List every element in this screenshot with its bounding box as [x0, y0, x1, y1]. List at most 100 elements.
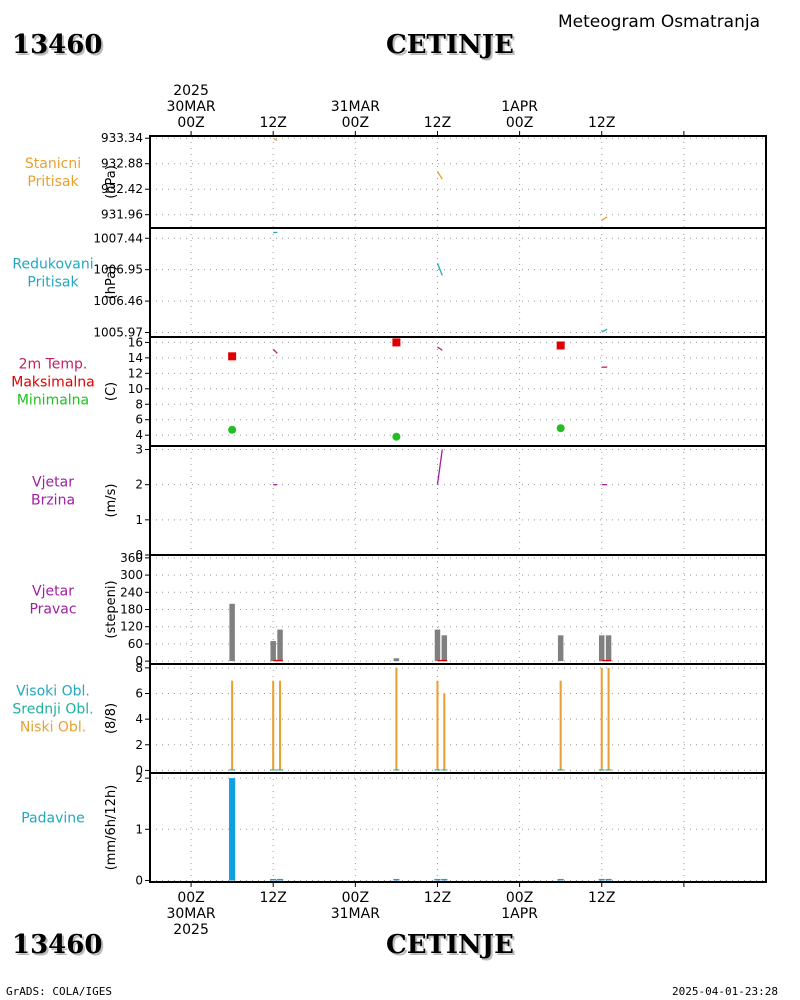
y-tick-label: 8: [135, 661, 143, 675]
panel-label: Pravac: [29, 602, 76, 618]
series-segment: [272, 348, 278, 354]
panel-wind-speed: [145, 445, 767, 556]
series-bar: [605, 878, 612, 881]
y-tick-label: 4: [135, 428, 143, 442]
series-bar: [600, 667, 603, 771]
series-bar: [231, 680, 234, 771]
series-bar: [559, 680, 562, 771]
series-bar: [607, 667, 610, 771]
header-station-name: CETINJE: [386, 30, 514, 60]
x-axis-bottom-label: 00Z: [177, 890, 204, 906]
y-tick-label: 360: [120, 551, 143, 565]
y-tick-label: 10: [128, 382, 143, 396]
series-bar: [393, 769, 400, 771]
series-bar: [270, 769, 277, 771]
series-bar: [272, 680, 275, 771]
series-segment: [601, 216, 608, 221]
series-bar: [598, 769, 605, 771]
y-tick-label: 0: [135, 654, 143, 668]
series-bar: [393, 878, 400, 881]
series-bar: [436, 680, 439, 771]
y-tick-label: 300: [120, 568, 143, 582]
y-tick-label: 1007.44: [93, 231, 143, 245]
y-tick-label: 0: [135, 873, 143, 887]
x-axis-bottom-label: 1APR: [501, 906, 538, 922]
series-bar: [276, 769, 284, 771]
y-tick-label: 180: [120, 603, 143, 617]
series-bar: [276, 878, 284, 881]
x-axis-top-label: 31MAR: [331, 99, 380, 115]
panel-unit-label: (8/8): [104, 703, 119, 734]
series-segment: [436, 449, 443, 485]
panel-frame: [149, 554, 767, 665]
panel-temperature: [145, 336, 767, 447]
y-tick-label: 0: [135, 763, 143, 777]
y-tick-label: 16: [128, 335, 143, 349]
max-temp-marker: [392, 338, 401, 347]
y-tick-label: 6: [135, 686, 143, 700]
panel-label: Redukovani: [12, 257, 93, 273]
series-bar: [441, 878, 448, 881]
series-bar: [434, 769, 441, 771]
panel-unit-label: (C): [104, 382, 119, 401]
series-bar: [279, 680, 282, 771]
y-tick-label: 932.88: [101, 157, 143, 171]
footer-credit: GrADS: COLA/IGES: [6, 985, 112, 998]
panel-frame: [149, 663, 767, 774]
panel-label: Maksimalna: [11, 375, 95, 391]
x-axis-top-label: 00Z: [506, 115, 533, 131]
series-segment: [437, 346, 443, 351]
panel-frame: [149, 336, 767, 447]
panel-label: Padavine: [21, 811, 85, 827]
panel-frame: [149, 772, 767, 883]
panel-unit-label: (hPa): [104, 165, 119, 199]
series-bar: [598, 635, 605, 662]
y-tick-label: 931.96: [101, 208, 143, 222]
x-axis-bottom-label: 30MAR: [166, 906, 215, 922]
panel-label: Visoki Obl.: [16, 684, 90, 700]
y-tick-label: 1: [135, 513, 143, 527]
series-bar: [270, 641, 276, 662]
y-tick-label: 1006.95: [93, 263, 143, 277]
panel-unit-label: (mm/6h/12h): [104, 785, 119, 871]
header-station-id: 13460: [12, 30, 103, 60]
series-bar: [229, 778, 236, 881]
series-segment: [272, 137, 278, 142]
y-tick-label: 2: [135, 478, 143, 492]
panel-label: Stanicni: [25, 156, 81, 172]
panel-reduced-pressure: [145, 227, 767, 338]
y-tick-label: 6: [135, 413, 143, 427]
x-axis-bottom-label: 12Z: [588, 890, 615, 906]
y-tick-label: 0: [135, 548, 143, 562]
series-segment: [436, 263, 443, 276]
panel-frame: [149, 227, 767, 338]
series-bar: [434, 629, 441, 662]
panel-label: 2m Temp.: [19, 357, 88, 373]
panel-frame: [149, 445, 767, 556]
y-tick-label: 8: [135, 397, 143, 411]
y-tick-label: 1006.46: [93, 294, 143, 308]
series-bar: [277, 629, 283, 662]
max-temp-marker: [228, 352, 237, 361]
panel-label: Brzina: [31, 493, 75, 509]
series-bar: [229, 769, 236, 771]
panel-label: Vjetar: [32, 475, 74, 491]
x-axis-bottom-label: 12Z: [259, 890, 286, 906]
x-axis-bottom-label: 00Z: [506, 890, 533, 906]
panel-label: Pritisak: [27, 275, 79, 291]
footer-station-id: 13460: [12, 930, 103, 960]
panel-frame: [149, 135, 767, 229]
y-tick-label: 240: [120, 585, 143, 599]
series-segment: [436, 171, 443, 180]
y-tick-label: 933.34: [101, 131, 143, 145]
panel-clouds: [145, 663, 767, 774]
x-axis-bottom-label: 00Z: [342, 890, 369, 906]
y-tick-label: 2: [135, 738, 143, 752]
x-axis-top-label: 12Z: [424, 115, 451, 131]
y-tick-label: 60: [128, 637, 143, 651]
series-bar: [557, 635, 564, 662]
panel-label: Pritisak: [27, 174, 79, 190]
y-tick-label: 932.42: [101, 182, 143, 196]
meteogram-subtitle: Meteogram Osmatranja: [558, 12, 761, 32]
